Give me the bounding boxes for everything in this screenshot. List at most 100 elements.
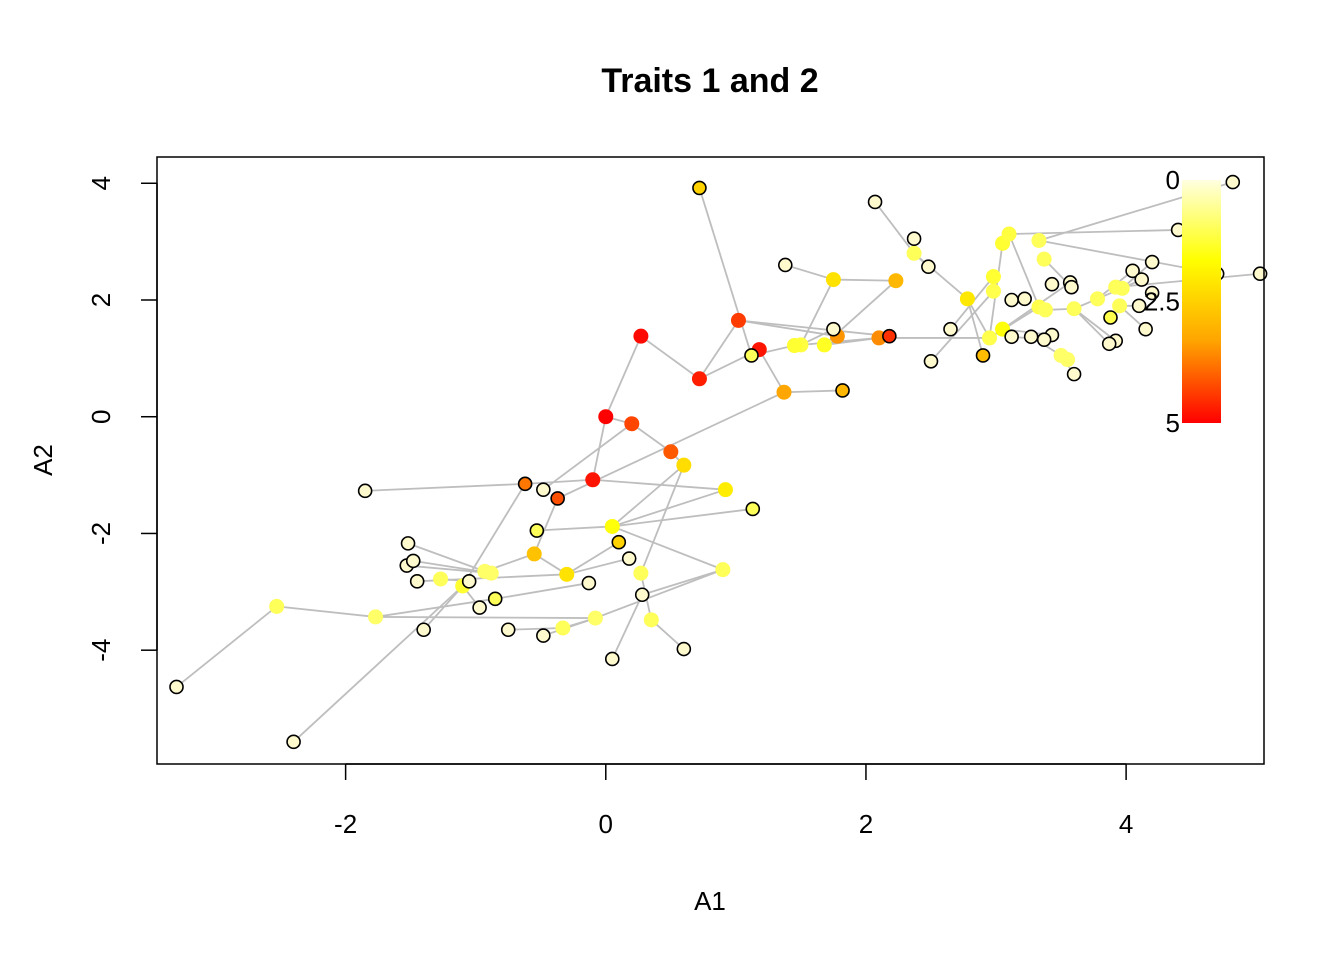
y-tick-label: 4	[86, 176, 116, 190]
ancestral-node-point	[633, 565, 649, 581]
tip-point	[400, 536, 416, 551]
ancestral-node-point	[730, 312, 746, 328]
tip-point	[621, 551, 637, 566]
tip-point	[536, 628, 551, 643]
tree-edge	[738, 319, 890, 338]
ancestral-node-point	[715, 562, 731, 578]
color-legend: 02.55	[1144, 165, 1221, 438]
tip-point	[923, 353, 939, 369]
tree-edge	[375, 616, 596, 619]
tree-edge	[595, 568, 724, 619]
tip-point	[500, 622, 516, 638]
tip-point	[357, 483, 373, 499]
tip-point	[286, 734, 301, 750]
ancestral-node-point	[624, 416, 640, 432]
ancestral-node-point	[598, 409, 614, 425]
ancestral-node-point	[483, 565, 499, 581]
tip-point	[487, 591, 503, 607]
ancestral-node-point	[676, 457, 692, 473]
tree-edge	[800, 279, 835, 346]
ancestral-node-point	[555, 620, 571, 636]
tip-point	[517, 476, 533, 492]
legend-label: 5	[1166, 408, 1180, 438]
x-tick-label: 0	[599, 809, 613, 839]
tree-edge	[1008, 233, 1040, 308]
tip-point	[461, 574, 477, 589]
tip-point	[692, 180, 707, 196]
tip-point	[1134, 272, 1150, 287]
tip-point	[405, 553, 421, 569]
tip-point	[1036, 332, 1052, 347]
tree-edge	[533, 498, 559, 555]
tree-edge	[611, 594, 644, 660]
tree-edge	[631, 422, 672, 453]
tree-edge	[175, 605, 278, 688]
tree-edge	[966, 298, 984, 356]
tip-point	[882, 328, 897, 344]
x-axis: -2 0 2 4	[334, 763, 1133, 839]
tree-edge	[930, 290, 995, 362]
tree-edge	[824, 337, 880, 346]
tree-edge	[640, 464, 685, 574]
y-tick-label: -4	[86, 639, 116, 662]
points-layer	[169, 174, 1268, 750]
tip-point	[1131, 298, 1147, 314]
tree-edge	[566, 557, 630, 576]
ancestral-node-point	[1112, 298, 1128, 314]
tip-point	[1064, 279, 1079, 295]
y-axis: -4 -2 0 2 4	[86, 176, 158, 662]
ancestral-node-point	[985, 269, 1001, 285]
tree-edge	[1073, 308, 1110, 345]
tree-edge	[525, 478, 593, 485]
x-tick-label: 4	[1119, 809, 1133, 839]
ancestral-node-point	[604, 518, 620, 534]
tree-edge	[611, 464, 685, 528]
tree-edge	[406, 564, 492, 575]
y-tick-label: -2	[86, 522, 116, 545]
tree-edge	[913, 252, 968, 300]
tip-point	[529, 523, 545, 538]
tree-edge	[738, 319, 838, 338]
ancestral-node-point	[1031, 232, 1047, 248]
ancestral-node-point	[643, 612, 659, 628]
x-tick-label: -2	[334, 809, 357, 839]
tip-point	[604, 651, 620, 667]
tree-edge	[698, 319, 740, 380]
tip-point	[1138, 321, 1153, 337]
tip-point	[943, 321, 958, 337]
tip-point	[1066, 366, 1082, 382]
tip-point	[1101, 336, 1117, 352]
tip-point	[975, 348, 991, 363]
ancestral-node-point	[587, 610, 603, 626]
tree-edge	[604, 335, 642, 418]
y-tick-label: 2	[86, 293, 116, 307]
ancestral-node-point	[959, 291, 975, 307]
tip-point	[835, 383, 850, 398]
ancestral-node-point	[633, 328, 649, 344]
tip-point	[1103, 310, 1118, 325]
ancestral-node-point	[1036, 251, 1052, 267]
tip-point	[906, 231, 922, 247]
x-axis-title: A1	[694, 886, 726, 916]
tip-point	[867, 194, 883, 210]
tree-edge	[536, 525, 613, 532]
tip-point	[1044, 276, 1060, 292]
tree-edge	[612, 488, 726, 528]
tip-point	[745, 501, 761, 517]
ancestral-node-point	[1060, 352, 1076, 368]
tree-edge	[422, 585, 464, 631]
tip-point	[634, 587, 650, 603]
x-tick-label: 2	[859, 809, 873, 839]
y-axis-title: A2	[28, 444, 58, 476]
tree-edge	[592, 478, 726, 491]
ancestral-node-point	[691, 371, 707, 387]
ancestral-node-point	[1114, 280, 1130, 296]
ancestral-node-point	[269, 598, 285, 614]
tip-point	[744, 348, 759, 363]
tip-point	[169, 679, 184, 695]
tree-edge	[292, 585, 464, 743]
tip-point	[581, 575, 597, 591]
edges-layer	[175, 181, 1261, 743]
tree-edge	[612, 508, 753, 528]
tip-point	[550, 491, 565, 506]
